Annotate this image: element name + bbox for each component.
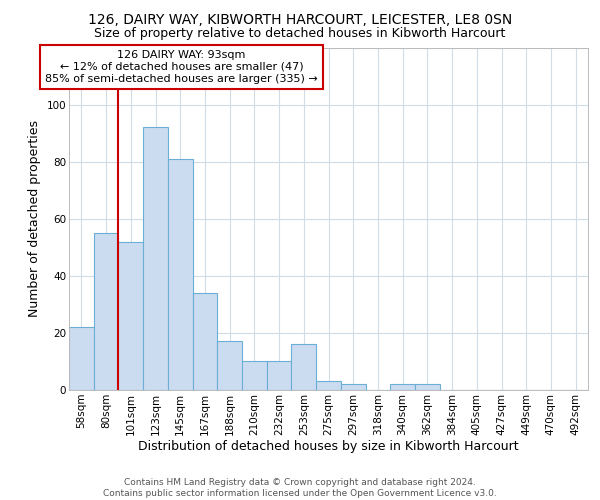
Y-axis label: Number of detached properties: Number of detached properties: [28, 120, 41, 318]
Text: 126 DAIRY WAY: 93sqm
← 12% of detached houses are smaller (47)
85% of semi-detac: 126 DAIRY WAY: 93sqm ← 12% of detached h…: [45, 50, 318, 84]
Text: Size of property relative to detached houses in Kibworth Harcourt: Size of property relative to detached ho…: [94, 28, 506, 40]
Bar: [267, 362, 292, 390]
Bar: [94, 233, 118, 390]
Bar: [390, 384, 415, 390]
Bar: [168, 159, 193, 390]
Bar: [69, 327, 94, 390]
Bar: [217, 342, 242, 390]
Text: Contains HM Land Registry data © Crown copyright and database right 2024.
Contai: Contains HM Land Registry data © Crown c…: [103, 478, 497, 498]
Bar: [292, 344, 316, 390]
Bar: [118, 242, 143, 390]
X-axis label: Distribution of detached houses by size in Kibworth Harcourt: Distribution of detached houses by size …: [138, 440, 519, 454]
Bar: [341, 384, 365, 390]
Bar: [316, 382, 341, 390]
Bar: [143, 128, 168, 390]
Bar: [193, 293, 217, 390]
Bar: [242, 362, 267, 390]
Bar: [415, 384, 440, 390]
Text: 126, DAIRY WAY, KIBWORTH HARCOURT, LEICESTER, LE8 0SN: 126, DAIRY WAY, KIBWORTH HARCOURT, LEICE…: [88, 12, 512, 26]
